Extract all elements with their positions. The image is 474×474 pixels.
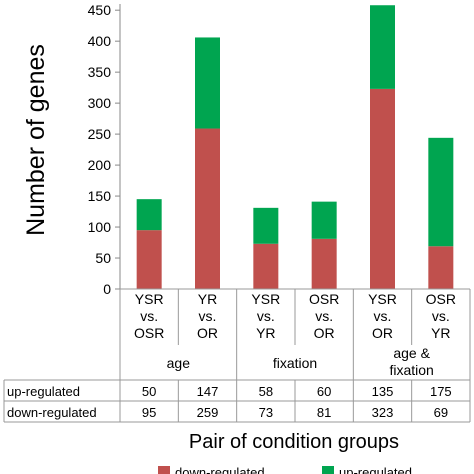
category-label: vs.	[432, 308, 450, 324]
category-label: vs.	[199, 308, 217, 324]
y-tick-label: 350	[88, 64, 112, 80]
table-cell: 60	[317, 384, 331, 399]
y-tick-label: 450	[88, 2, 112, 18]
bar-down-regulated	[253, 243, 279, 289]
table-cell: 147	[197, 384, 219, 399]
group-label: age &	[393, 345, 430, 361]
table-cell: 73	[259, 405, 273, 420]
legend-label: up-regulated	[339, 465, 412, 474]
bar-down-regulated	[136, 230, 162, 289]
legend-swatch	[158, 466, 170, 474]
category-label: OR	[372, 325, 393, 341]
table-cell: 135	[372, 384, 394, 399]
y-tick-label: 300	[88, 95, 112, 111]
bar-up-regulated	[311, 201, 337, 239]
group-label: fixation	[389, 362, 433, 378]
table-row-label: down-regulated	[7, 405, 97, 420]
category-label: YSR	[368, 291, 397, 307]
category-label: YR	[256, 325, 275, 341]
bar-up-regulated	[195, 37, 220, 129]
table-cell: 50	[142, 384, 156, 399]
table-cell: 175	[430, 384, 452, 399]
y-tick-label: 250	[88, 126, 112, 142]
category-label: OSR	[134, 325, 164, 341]
category-label: vs.	[140, 308, 158, 324]
category-label: OR	[197, 325, 218, 341]
category-table: YSRvs.OSRYRvs.ORYSRvs.YROSRvs.ORYSRvs.OR…	[3, 288, 471, 423]
table-cell: 69	[434, 405, 448, 420]
bar-up-regulated	[370, 5, 395, 89]
table-cell: 323	[372, 405, 394, 420]
table-row-label: up-regulated	[7, 384, 80, 399]
category-label: YR	[431, 325, 450, 341]
table-cell: 259	[197, 405, 219, 420]
bar-up-regulated	[253, 207, 279, 244]
group-label: fixation	[273, 355, 317, 371]
y-tick-label: 50	[95, 250, 111, 266]
x-axis-title: Pair of condition groups	[189, 431, 399, 453]
category-label: YSR	[135, 291, 164, 307]
category-label: OSR	[309, 291, 339, 307]
group-label: age	[167, 355, 191, 371]
bar-down-regulated	[195, 128, 220, 289]
y-axis: 0 50 100 150 200 250 300 350 400 450	[88, 2, 121, 297]
bar-down-regulated	[311, 238, 337, 289]
category-label: vs.	[374, 308, 392, 324]
bar-down-regulated	[370, 88, 395, 289]
category-label: vs.	[315, 308, 333, 324]
y-axis-title: Number of genes	[22, 44, 50, 236]
bar-up-regulated	[136, 199, 162, 231]
y-tick-label: 150	[88, 188, 112, 204]
y-tick-label: 200	[88, 157, 112, 173]
category-label: YSR	[251, 291, 280, 307]
y-tick-label: 400	[88, 33, 112, 49]
legend-swatch	[322, 466, 334, 474]
table-cell: 81	[317, 405, 331, 420]
category-label: OR	[314, 325, 335, 341]
category-label: OSR	[426, 291, 456, 307]
bars	[136, 5, 454, 289]
table-cell: 58	[259, 384, 273, 399]
category-label: YR	[198, 291, 217, 307]
bar-down-regulated	[428, 246, 454, 289]
legend: down-regulated up-regulated	[158, 465, 412, 474]
y-tick-label: 100	[88, 219, 112, 235]
bar-up-regulated	[428, 137, 454, 247]
category-label: vs.	[257, 308, 275, 324]
legend-label: down-regulated	[175, 465, 265, 474]
table-cell: 95	[142, 405, 156, 420]
y-tick-label: 0	[103, 281, 111, 297]
